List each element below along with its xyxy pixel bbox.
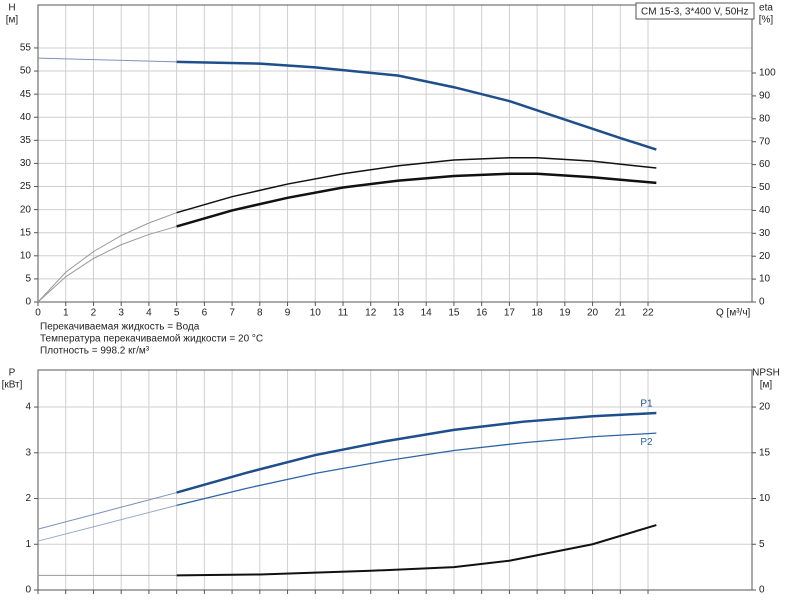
y2-tick-label: 0 xyxy=(759,297,765,308)
x-axis-label: Q [м³/ч] xyxy=(716,308,751,319)
x-tick-label: 21 xyxy=(615,308,627,319)
y-tick-label: 3 xyxy=(25,447,31,458)
y-tick-label: 30 xyxy=(20,158,32,169)
x-tick-label: 22 xyxy=(642,308,654,319)
y-axis-label: P xyxy=(9,368,16,379)
curve xyxy=(37,225,177,303)
x-tick-label: 15 xyxy=(448,308,460,319)
y2-tick-label: 10 xyxy=(759,274,771,285)
y2-axis-label: NPSH xyxy=(752,368,780,379)
curve xyxy=(176,172,657,228)
y2-tick-label: 100 xyxy=(759,68,776,79)
plot-frame xyxy=(37,4,753,303)
note: Температура перекачиваемой жидкости = 20… xyxy=(40,334,263,345)
y2-tick-label: 90 xyxy=(759,91,771,102)
x-tick-label: 0 xyxy=(35,308,41,319)
x-tick-label: 12 xyxy=(365,308,377,319)
y-tick-label: 20 xyxy=(20,204,32,215)
x-tick-label: 7 xyxy=(229,308,235,319)
y-tick-label: 2 xyxy=(25,493,31,504)
curve xyxy=(37,504,177,542)
x-tick-label: 20 xyxy=(587,308,599,319)
curve xyxy=(37,492,177,530)
y2-tick-label: 20 xyxy=(759,251,771,262)
x-tick-label: 9 xyxy=(285,308,291,319)
y2-tick-label: 50 xyxy=(759,182,771,193)
curve xyxy=(176,411,657,494)
y-tick-label: 0 xyxy=(25,585,31,596)
title-box xyxy=(635,2,755,20)
y-tick-label: 55 xyxy=(20,43,32,54)
y-axis-unit: [м] xyxy=(6,15,19,26)
y-axis-label: H xyxy=(8,3,15,14)
y2-axis-unit: [%] xyxy=(759,15,774,26)
x-tick-label: 8 xyxy=(257,308,263,319)
x-tick-label: 14 xyxy=(421,308,433,319)
x-tick-label: 11 xyxy=(338,308,349,319)
y2-tick-label: 30 xyxy=(759,228,771,239)
x-tick-label: 4 xyxy=(146,308,152,319)
x-tick-label: 19 xyxy=(559,308,571,319)
note: Перекачиваемая жидкость = Вода xyxy=(40,322,200,333)
y-tick-label: 45 xyxy=(20,89,32,100)
y-tick-label: 4 xyxy=(25,402,31,413)
y-tick-label: 25 xyxy=(20,181,32,192)
x-tick-label: 10 xyxy=(310,308,322,319)
curve xyxy=(176,432,657,507)
x-tick-label: 16 xyxy=(476,308,488,319)
y2-tick-label: 20 xyxy=(759,402,771,413)
y2-tick-label: 10 xyxy=(759,493,771,504)
y-tick-label: 15 xyxy=(20,227,32,238)
curve xyxy=(176,60,657,151)
x-tick-label: 18 xyxy=(532,308,544,319)
curve-label: P1 xyxy=(640,399,653,410)
plot-frame xyxy=(37,369,753,591)
y-tick-label: 40 xyxy=(20,112,32,123)
chart-title: CM 15-3, 3*400 V, 50Hz xyxy=(641,7,748,18)
y2-tick-label: 80 xyxy=(759,113,771,124)
curve-label: P2 xyxy=(640,437,653,448)
x-tick-label: 17 xyxy=(504,308,516,319)
x-tick-label: 6 xyxy=(202,308,208,319)
y-tick-label: 0 xyxy=(25,297,31,308)
x-tick-label: 1 xyxy=(63,308,69,319)
y-tick-label: 5 xyxy=(25,274,31,285)
curve xyxy=(37,212,177,303)
y2-tick-label: 60 xyxy=(759,159,771,170)
y2-axis-unit: [м] xyxy=(760,380,773,391)
y2-axis-label: eta xyxy=(759,3,773,14)
x-tick-label: 5 xyxy=(174,308,180,319)
y2-tick-label: 40 xyxy=(759,205,771,216)
curve xyxy=(176,156,657,214)
y-tick-label: 35 xyxy=(20,135,32,146)
x-tick-label: 13 xyxy=(393,308,405,319)
x-tick-label: 2 xyxy=(91,308,97,319)
y2-tick-label: 5 xyxy=(759,539,765,550)
note: Плотность = 998.2 кг/м³ xyxy=(40,346,150,357)
y2-tick-label: 70 xyxy=(759,136,771,147)
curve xyxy=(37,57,177,63)
y2-tick-label: 15 xyxy=(759,447,771,458)
x-tick-label: 3 xyxy=(118,308,124,319)
y2-tick-label: 0 xyxy=(759,585,765,596)
y-tick-label: 1 xyxy=(25,539,31,550)
y-tick-label: 50 xyxy=(20,66,32,77)
y-tick-label: 10 xyxy=(20,250,32,261)
curve xyxy=(176,524,657,577)
y-axis-unit: [кВт] xyxy=(2,380,23,391)
